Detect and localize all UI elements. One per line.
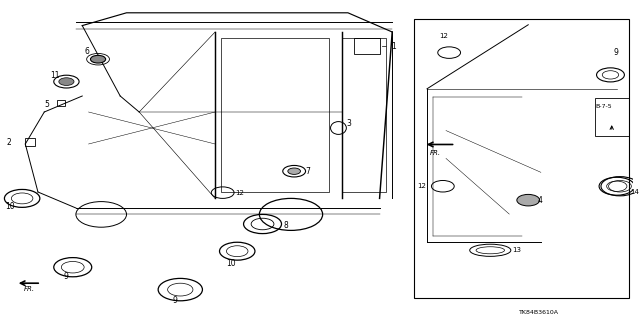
Text: TK84B3610A: TK84B3610A bbox=[519, 309, 559, 315]
Bar bbox=[342, 38, 386, 192]
Text: 11: 11 bbox=[51, 71, 60, 80]
Text: 4: 4 bbox=[538, 196, 543, 205]
Text: 14: 14 bbox=[630, 189, 639, 195]
Text: 2: 2 bbox=[6, 138, 11, 147]
Text: 13: 13 bbox=[513, 247, 522, 253]
Text: FR.: FR. bbox=[24, 286, 35, 292]
Text: 10: 10 bbox=[227, 259, 236, 268]
Text: 12: 12 bbox=[236, 190, 244, 196]
Bar bbox=[57, 100, 65, 106]
Text: 9: 9 bbox=[614, 48, 618, 57]
Text: 9: 9 bbox=[173, 296, 177, 305]
Circle shape bbox=[90, 55, 106, 63]
Text: 9: 9 bbox=[63, 272, 68, 281]
Circle shape bbox=[517, 195, 540, 206]
Text: 12: 12 bbox=[440, 33, 449, 39]
Text: 7: 7 bbox=[305, 167, 310, 176]
Text: 3: 3 bbox=[347, 119, 351, 128]
Circle shape bbox=[59, 78, 74, 85]
Text: B-7-5: B-7-5 bbox=[596, 104, 612, 109]
Text: 5: 5 bbox=[44, 100, 49, 108]
Bar bbox=[221, 38, 329, 192]
Bar bbox=[355, 38, 380, 54]
Text: FR.: FR. bbox=[430, 150, 442, 156]
Circle shape bbox=[288, 168, 301, 174]
Text: 10: 10 bbox=[5, 202, 15, 211]
Bar bbox=[595, 98, 630, 136]
Text: 6: 6 bbox=[84, 47, 89, 56]
Bar bbox=[26, 138, 35, 146]
Text: 8: 8 bbox=[284, 221, 288, 230]
Bar bbox=[414, 19, 630, 298]
Text: 1: 1 bbox=[391, 42, 396, 51]
Text: 12: 12 bbox=[417, 183, 426, 189]
